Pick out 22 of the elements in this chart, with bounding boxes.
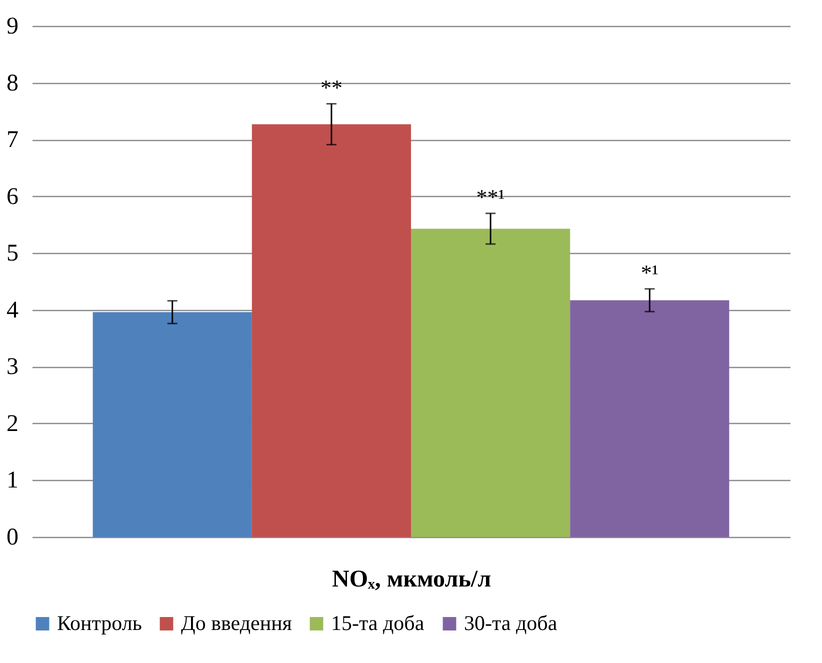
legend-label: 15-та доба <box>331 610 425 635</box>
annotation: **¹ <box>476 184 505 210</box>
legend-label: Контроль <box>57 610 142 635</box>
y-tick-label: 0 <box>6 524 18 550</box>
bar <box>411 228 570 537</box>
y-tick-label: 5 <box>6 240 18 267</box>
legend-label: До введення <box>181 610 292 635</box>
y-tick-label: 1 <box>6 468 18 494</box>
x-axis-title: NOₓ, мкмоль/л <box>332 566 492 592</box>
legend-label: 30-та доба <box>464 610 558 635</box>
annotation: ** <box>320 74 342 100</box>
y-tick-label: 3 <box>6 354 18 380</box>
y-tick-label: 4 <box>6 297 18 324</box>
y-tick-label: 6 <box>6 184 18 210</box>
y-tick-label: 2 <box>6 410 18 437</box>
bar <box>570 300 730 537</box>
bar <box>92 312 252 537</box>
bar <box>252 124 411 537</box>
annotation: *¹ <box>640 260 658 285</box>
y-tick-label: 7 <box>6 127 18 154</box>
y-tick-label: 9 <box>6 14 18 40</box>
y-tick-label: 8 <box>6 70 18 96</box>
